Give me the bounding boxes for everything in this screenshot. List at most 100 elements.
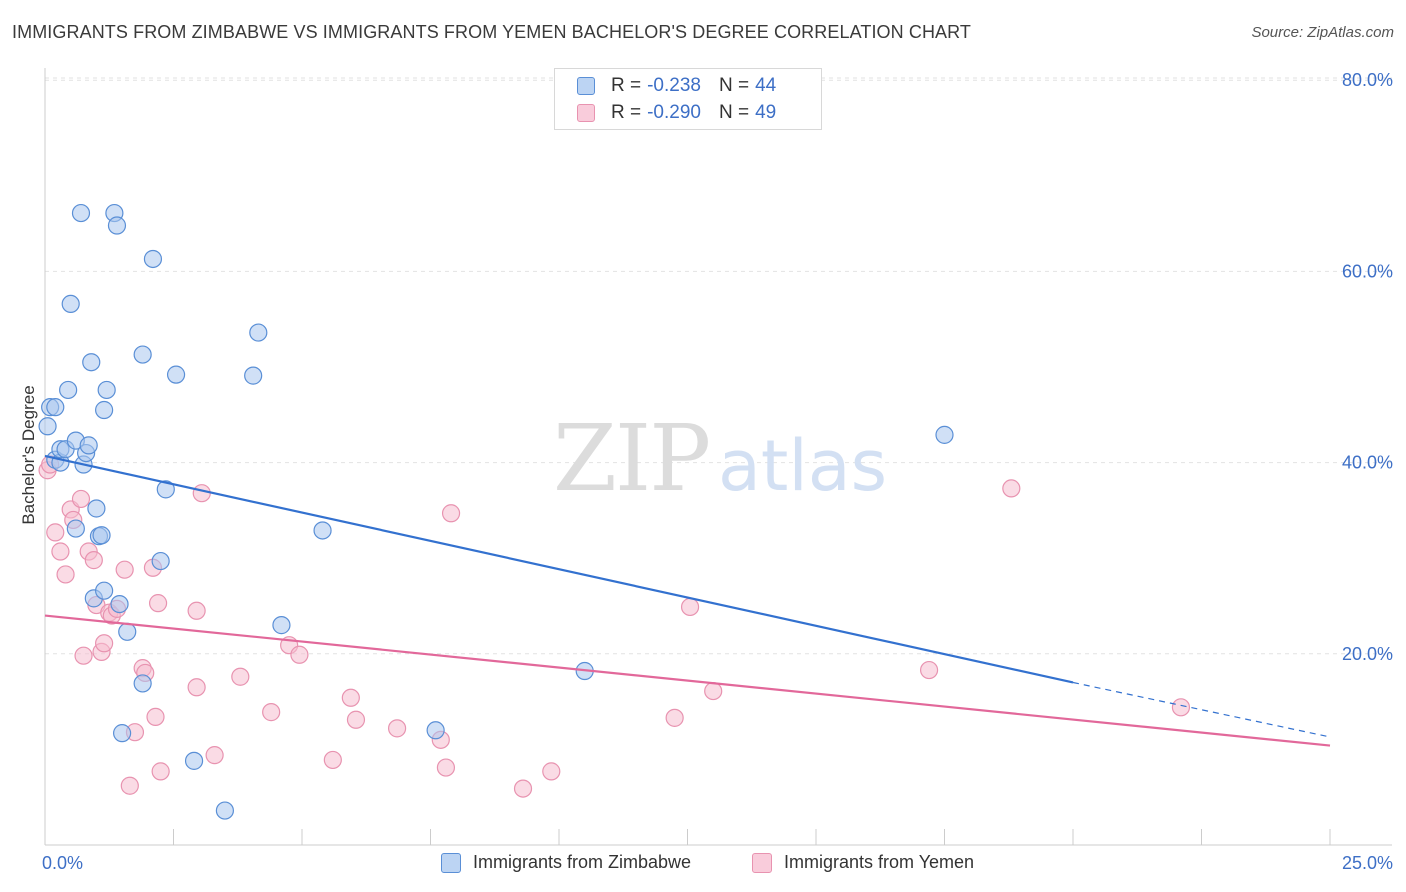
- grid-lines: [45, 77, 1392, 655]
- bottom-legend-label-yemen: Immigrants from Yemen: [784, 852, 975, 872]
- point-yemen: [120, 776, 139, 795]
- point-zimbabwe: [166, 365, 186, 384]
- series-zimbabwe-points: [38, 203, 954, 820]
- point-yemen: [346, 710, 366, 729]
- point-zimbabwe: [110, 594, 129, 614]
- point-zimbabwe: [87, 499, 106, 518]
- point-zimbabwe: [95, 400, 114, 420]
- point-zimbabwe: [92, 526, 111, 545]
- point-yemen: [665, 708, 684, 727]
- bottom-legend-yemen: Immigrants from Yemen: [752, 852, 974, 873]
- point-yemen: [387, 719, 407, 738]
- legend-row-yemen: R = -0.290 N = 49: [577, 101, 776, 125]
- point-yemen: [187, 601, 206, 620]
- point-zimbabwe: [95, 581, 114, 600]
- point-yemen: [187, 678, 206, 697]
- watermark-zip: ZIP: [553, 405, 709, 512]
- watermark-atlas: atlas: [718, 425, 887, 507]
- point-yemen: [290, 645, 309, 664]
- bottom-legend-swatch-zimbabwe: [441, 852, 461, 873]
- point-zimbabwe: [935, 425, 954, 444]
- chart-title: IMMIGRANTS FROM ZIMBABWE VS IMMIGRANTS F…: [12, 22, 972, 42]
- point-zimbabwe: [151, 551, 170, 571]
- point-yemen: [56, 565, 75, 584]
- point-yemen: [441, 504, 461, 523]
- point-zimbabwe: [272, 616, 291, 635]
- trend-line-zimbabwe-extension: [1072, 681, 1331, 738]
- point-zimbabwe: [249, 323, 268, 342]
- point-yemen: [436, 758, 456, 777]
- point-zimbabwe: [107, 216, 127, 235]
- legend-swatch-yemen: [577, 104, 595, 122]
- x-tick-label: 0.0%: [42, 853, 83, 873]
- point-yemen: [1002, 479, 1021, 498]
- point-zimbabwe: [313, 521, 332, 540]
- point-yemen: [84, 551, 103, 570]
- point-yemen: [341, 688, 360, 707]
- point-zimbabwe: [38, 417, 57, 436]
- point-yemen: [704, 681, 723, 701]
- trend-line-yemen: [44, 614, 1331, 747]
- legend-r-label: R =: [611, 102, 642, 123]
- point-yemen: [192, 484, 211, 503]
- point-zimbabwe: [79, 436, 98, 455]
- point-yemen: [71, 489, 91, 509]
- x-tick-label: 25.0%: [1342, 853, 1393, 873]
- point-zimbabwe: [156, 480, 175, 499]
- point-yemen: [262, 703, 281, 722]
- y-tick-label: 60.0%: [1342, 261, 1393, 281]
- point-yemen: [46, 523, 65, 542]
- point-zimbabwe: [71, 203, 91, 223]
- y-tick-label: 40.0%: [1342, 453, 1393, 473]
- legend-r-value: -0.290: [647, 102, 701, 123]
- bottom-legend-label-zimbabwe: Immigrants from Zimbabwe: [473, 852, 692, 872]
- legend-row-zimbabwe: R = -0.238 N = 44: [577, 74, 776, 98]
- point-yemen: [51, 542, 70, 561]
- point-zimbabwe: [59, 380, 78, 400]
- point-zimbabwe: [184, 751, 204, 770]
- y-tick-label: 80.0%: [1342, 70, 1393, 90]
- stats-legend: R = -0.238 N = 44 R = -0.290 N = 49: [554, 68, 822, 130]
- point-zimbabwe: [426, 721, 445, 740]
- point-zimbabwe: [133, 345, 152, 364]
- y-tick-label: 20.0%: [1342, 644, 1393, 664]
- x-tick-labels: 0.0% 25.0%: [42, 853, 1393, 873]
- point-yemen: [542, 762, 561, 781]
- point-yemen: [513, 779, 533, 798]
- trend-lines: [44, 454, 1331, 747]
- point-zimbabwe: [244, 366, 263, 385]
- point-zimbabwe: [215, 801, 234, 820]
- point-zimbabwe: [61, 294, 80, 314]
- y-axis-label: Bachelor's Degree: [19, 385, 38, 524]
- point-yemen: [919, 660, 939, 680]
- legend-n-label: N =: [718, 75, 750, 96]
- legend-r-label: R =: [611, 75, 642, 96]
- point-zimbabwe: [97, 380, 116, 400]
- source-label: Source: ZipAtlas.com: [1251, 24, 1394, 41]
- y-tick-labels: 20.0% 40.0% 60.0% 80.0%: [1342, 70, 1393, 664]
- point-zimbabwe: [133, 674, 152, 693]
- legend-n-value: 49: [755, 102, 777, 123]
- point-yemen: [151, 762, 170, 781]
- legend-r-value: -0.238: [647, 75, 701, 96]
- point-zimbabwe: [143, 249, 163, 269]
- point-zimbabwe: [118, 622, 137, 641]
- point-zimbabwe: [66, 519, 85, 538]
- point-yemen: [146, 707, 165, 726]
- bottom-legend-zimbabwe: Immigrants from Zimbabwe: [441, 852, 691, 873]
- point-yemen: [74, 646, 93, 665]
- point-yemen: [115, 560, 134, 579]
- point-zimbabwe: [82, 353, 101, 372]
- point-yemen: [231, 667, 250, 686]
- legend-swatch-zimbabwe: [577, 77, 595, 95]
- point-yemen: [95, 634, 114, 653]
- point-yemen: [323, 750, 342, 770]
- point-zimbabwe: [46, 398, 65, 417]
- legend-n-value: 44: [755, 75, 777, 96]
- point-zimbabwe: [112, 724, 132, 743]
- point-yemen: [148, 594, 168, 613]
- legend-n-label: N =: [718, 102, 750, 123]
- trend-line-zimbabwe: [44, 454, 1074, 684]
- point-yemen: [205, 746, 224, 765]
